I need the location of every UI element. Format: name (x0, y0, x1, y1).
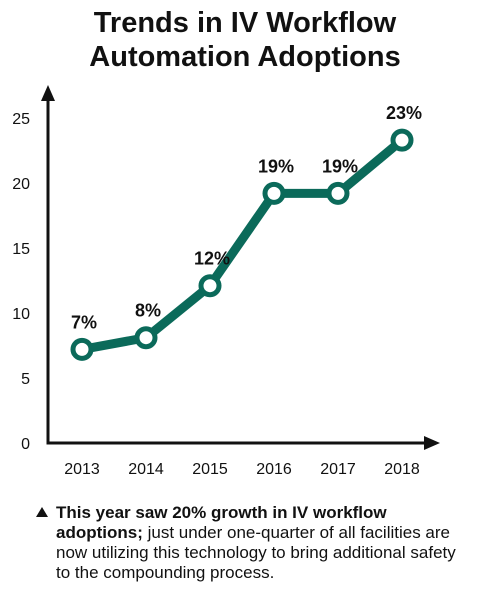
x-tick-label: 2013 (64, 461, 100, 478)
y-axis-arrow-icon (41, 85, 55, 101)
y-tick-label: 0 (21, 436, 30, 453)
chart-caption: This year saw 20% growth in IV workflow … (36, 503, 466, 583)
data-point (134, 326, 158, 350)
caption-text: This year saw 20% growth in IV workflow … (36, 503, 466, 583)
x-tick-label: 2015 (192, 461, 228, 478)
y-axis-ticks: 0 5 10 15 20 25 (12, 111, 30, 453)
y-tick-label: 5 (21, 371, 30, 388)
data-label: 23% (386, 103, 422, 123)
x-axis-ticks: 2013 2014 2015 2016 2017 2018 (64, 461, 420, 478)
chart-title-line-2: Automation Adoptions (89, 41, 401, 73)
data-point (198, 274, 222, 298)
triangle-bullet-icon (36, 507, 48, 517)
data-point (70, 337, 94, 361)
caption-rest: just under one-quarter of all facilities… (56, 523, 456, 582)
data-point (390, 128, 414, 152)
y-tick-label: 15 (12, 241, 30, 258)
data-label: 12% (194, 249, 230, 269)
chart-title: Trends in IV Workflow Automation Adoptio… (0, 6, 490, 74)
y-tick-label: 25 (12, 111, 30, 128)
data-point (326, 181, 350, 205)
x-tick-label: 2017 (320, 461, 356, 478)
data-labels: 7% 8% 12% 19% 19% 23% (71, 103, 422, 332)
y-tick-label: 10 (12, 306, 30, 323)
data-point (262, 181, 286, 205)
caption-bold: This year saw 20% growth in IV workflow … (56, 503, 387, 542)
data-points (70, 128, 414, 361)
data-label: 7% (71, 312, 97, 332)
data-label: 19% (322, 156, 358, 176)
x-axis-arrow-icon (424, 436, 440, 450)
x-tick-label: 2014 (128, 461, 164, 478)
chart-title-line-1: Trends in IV Workflow (93, 7, 397, 39)
chart-axes (41, 85, 440, 450)
x-tick-label: 2018 (384, 461, 420, 478)
y-tick-label: 20 (12, 176, 30, 193)
data-label: 8% (135, 301, 161, 321)
x-tick-label: 2016 (256, 461, 292, 478)
data-label: 19% (258, 156, 294, 176)
line-chart: 0 5 10 15 20 25 2013 2014 2015 2016 2017 2018 7% 8%… (12, 85, 440, 478)
